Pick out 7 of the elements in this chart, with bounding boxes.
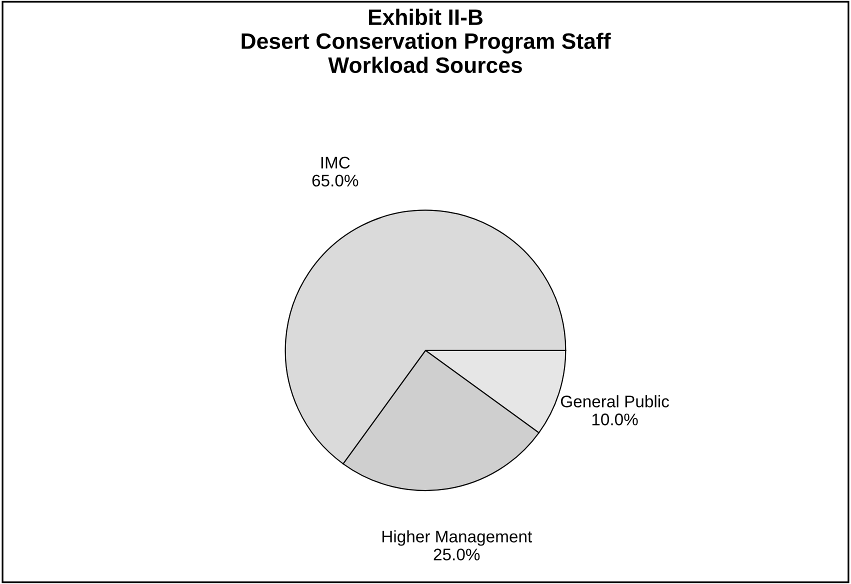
slice-label: Higher Management (382, 530, 532, 546)
data-label: 65.0% (312, 174, 358, 187)
slice-label: General Public (560, 395, 670, 408)
chart-title: Exhibit II-B Desert Conservation Program Staff Workload Sources (242, 8, 611, 74)
slice-label: IMC (321, 156, 350, 169)
data-label: 25.0% (434, 548, 480, 560)
data-label: 10.0% (592, 414, 638, 426)
